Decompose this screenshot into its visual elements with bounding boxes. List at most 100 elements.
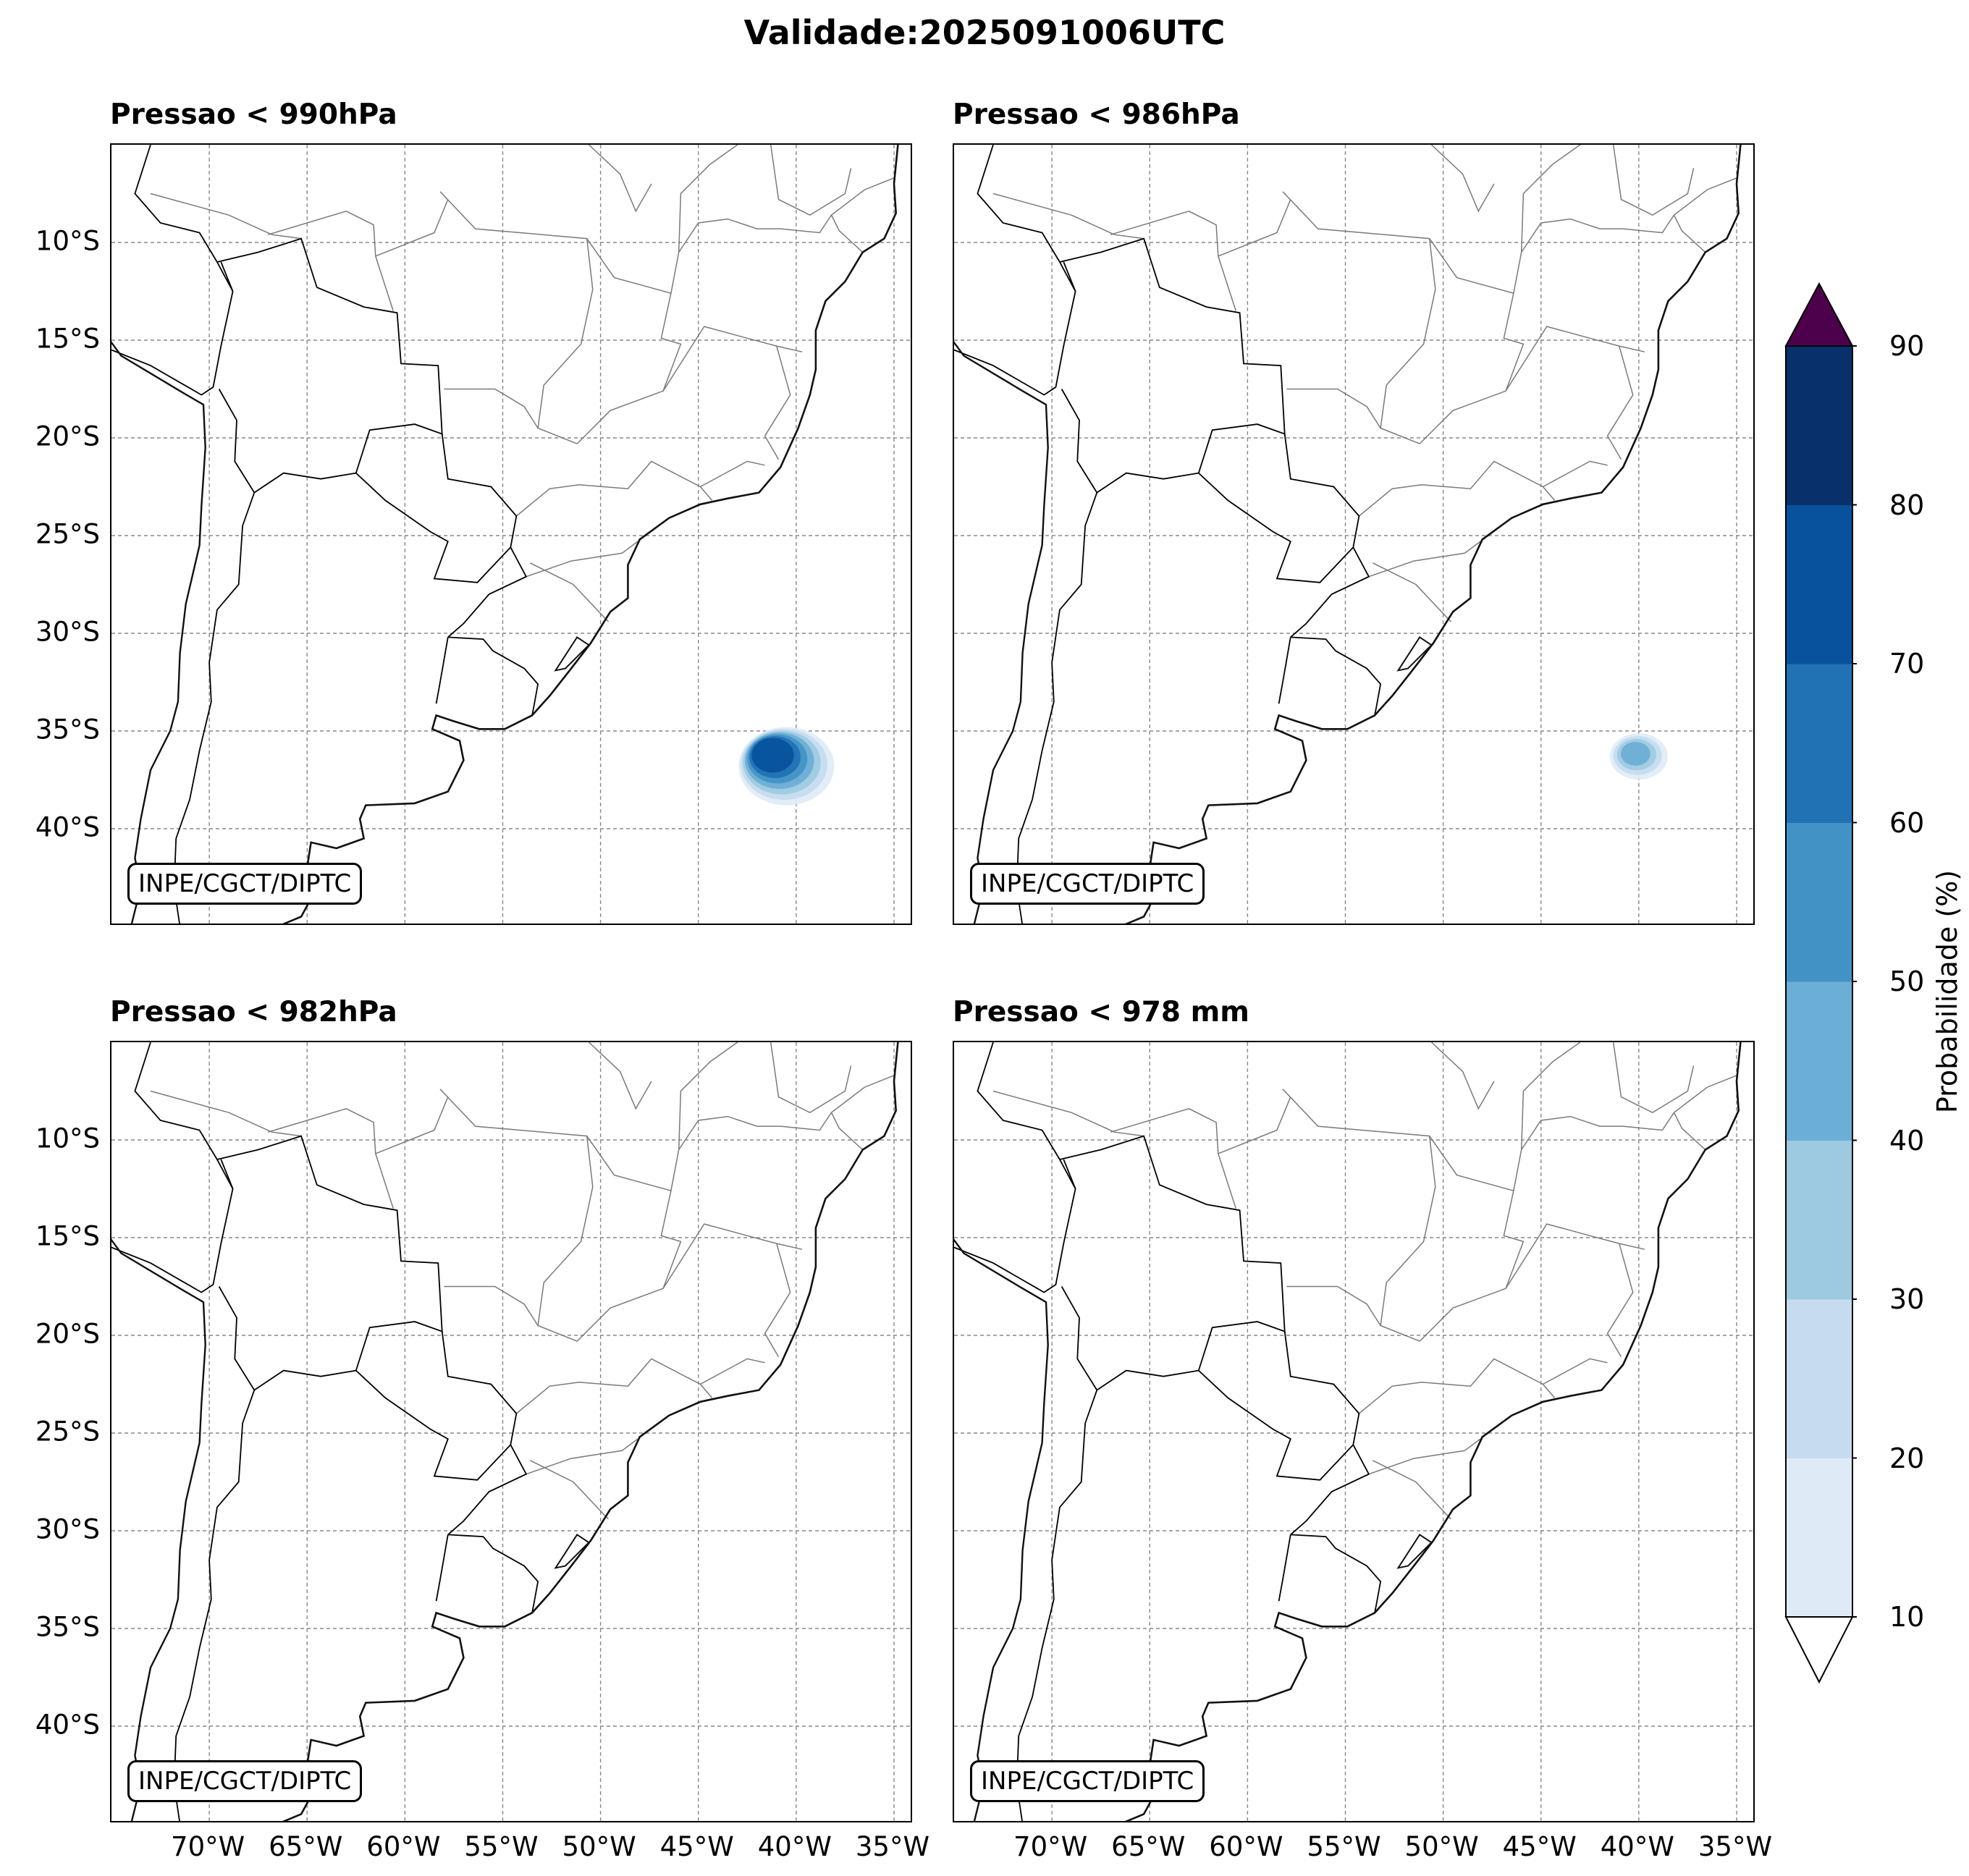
colorbar-segment bbox=[1786, 822, 1852, 982]
state-border bbox=[1218, 199, 1291, 257]
lagoon-outline bbox=[554, 1534, 590, 1569]
colorbar-tick-label: 20 bbox=[1889, 1442, 1925, 1474]
credit-label: INPE/CGCT/DIPTC bbox=[970, 1760, 1205, 1802]
country-border bbox=[1016, 492, 1098, 924]
state-border bbox=[662, 1223, 803, 1289]
state-border bbox=[1543, 460, 1608, 488]
state-border bbox=[439, 191, 594, 444]
state-border bbox=[1606, 345, 1634, 460]
state-border bbox=[662, 326, 803, 392]
latitude-label: 35°S bbox=[35, 714, 100, 745]
state-border bbox=[1430, 145, 1495, 213]
state-border bbox=[770, 145, 852, 216]
state-border bbox=[764, 1243, 791, 1358]
country-border bbox=[1290, 636, 1382, 716]
state-border bbox=[830, 214, 864, 253]
longitude-label: 45°W bbox=[659, 1831, 734, 1862]
country-border bbox=[1016, 1390, 1098, 1821]
country-border bbox=[220, 261, 234, 292]
state-border bbox=[1513, 1075, 1737, 1191]
colorbar-segment bbox=[1786, 981, 1852, 1141]
map-area: INPE/CGCT/DIPTC bbox=[110, 1041, 912, 1822]
coastline-atlantic bbox=[1124, 1042, 1742, 1821]
latitude-label: 35°S bbox=[35, 1611, 100, 1643]
state-border bbox=[1513, 177, 1737, 294]
longitude-label: 60°W bbox=[366, 1831, 441, 1862]
map-area: INPE/CGCT/DIPTC bbox=[110, 143, 912, 925]
map-area: INPE/CGCT/DIPTC bbox=[953, 1041, 1755, 1822]
longitude-label: 55°W bbox=[1307, 1831, 1381, 1862]
state-border bbox=[1282, 1089, 1436, 1342]
colorbar-segment bbox=[1786, 1140, 1852, 1300]
latitude-label: 40°S bbox=[35, 1709, 100, 1741]
country-border bbox=[1059, 237, 1286, 494]
state-border bbox=[992, 1090, 1144, 1137]
longitude-label: 65°W bbox=[1111, 1831, 1186, 1862]
latitude-label: 20°S bbox=[35, 1318, 100, 1350]
longitude-label: 65°W bbox=[269, 1831, 343, 1862]
longitude-label: 40°W bbox=[1600, 1831, 1674, 1862]
state-border bbox=[588, 145, 652, 213]
state-border bbox=[770, 1042, 852, 1114]
state-border bbox=[992, 193, 1144, 240]
state-border bbox=[1606, 1243, 1634, 1358]
colorbar-tick-label: 50 bbox=[1889, 966, 1925, 997]
latitude-label: 25°S bbox=[35, 1416, 100, 1448]
longitude-label: 70°W bbox=[171, 1831, 245, 1862]
state-border bbox=[1282, 191, 1436, 444]
map-area: INPE/CGCT/DIPTC bbox=[953, 143, 1755, 925]
longitude-label: 60°W bbox=[1209, 1831, 1283, 1862]
coastline-atlantic bbox=[282, 1042, 899, 1821]
longitude-label: 35°W bbox=[855, 1831, 930, 1862]
latitude-label: 20°S bbox=[35, 421, 100, 452]
country-border bbox=[1278, 637, 1291, 704]
country-border bbox=[220, 1159, 234, 1189]
colorbar-tick-label: 10 bbox=[1889, 1601, 1925, 1633]
credit-label: INPE/CGCT/DIPTC bbox=[970, 863, 1205, 905]
country-border bbox=[173, 492, 256, 924]
latitude-label: 30°S bbox=[35, 616, 100, 648]
colorbar-segment bbox=[1786, 346, 1852, 505]
state-border bbox=[150, 193, 302, 240]
colorbar-tick-label: 60 bbox=[1889, 806, 1925, 839]
latitude-label: 30°S bbox=[35, 1513, 100, 1545]
state-border bbox=[670, 1075, 895, 1191]
state-border bbox=[1110, 210, 1236, 311]
state-border bbox=[830, 1112, 864, 1151]
colorbar bbox=[1784, 282, 1857, 1684]
country-border bbox=[447, 1444, 528, 1536]
lagoon-outline bbox=[1396, 636, 1433, 672]
map-canvas bbox=[954, 1042, 1753, 1821]
colorbar-tick-label: 30 bbox=[1889, 1283, 1925, 1315]
state-border bbox=[588, 1042, 652, 1110]
latitude-label: 15°S bbox=[35, 323, 100, 355]
state-border bbox=[1673, 1112, 1706, 1151]
colorbar-over-arrow bbox=[1784, 282, 1854, 347]
country-border bbox=[1063, 261, 1076, 292]
credit-label: INPE/CGCT/DIPTC bbox=[127, 1760, 363, 1802]
state-border bbox=[1430, 1042, 1495, 1110]
state-border bbox=[1286, 388, 1381, 428]
country-border bbox=[954, 145, 1076, 396]
state-border bbox=[1110, 1107, 1236, 1209]
coastline-pacific bbox=[111, 1238, 206, 1821]
state-border bbox=[576, 238, 682, 444]
state-border bbox=[1612, 145, 1695, 216]
state-border bbox=[444, 388, 539, 428]
colorbar-segment bbox=[1786, 1299, 1852, 1458]
state-border bbox=[1358, 460, 1556, 517]
country-border bbox=[1290, 546, 1370, 638]
state-border bbox=[375, 1097, 449, 1154]
country-border bbox=[954, 1042, 1076, 1293]
colorbar-segment bbox=[1786, 664, 1852, 823]
country-border bbox=[1198, 434, 1360, 583]
country-border bbox=[355, 434, 518, 583]
state-border bbox=[267, 210, 394, 311]
colorbar-under-arrow bbox=[1784, 1616, 1854, 1684]
latitude-label: 10°S bbox=[35, 1123, 100, 1154]
state-border bbox=[1673, 214, 1706, 253]
state-border bbox=[150, 1090, 302, 1137]
state-border bbox=[515, 1358, 713, 1414]
probability-contour bbox=[751, 738, 794, 773]
panel-title: Pressao < 986hPa bbox=[953, 98, 1240, 131]
